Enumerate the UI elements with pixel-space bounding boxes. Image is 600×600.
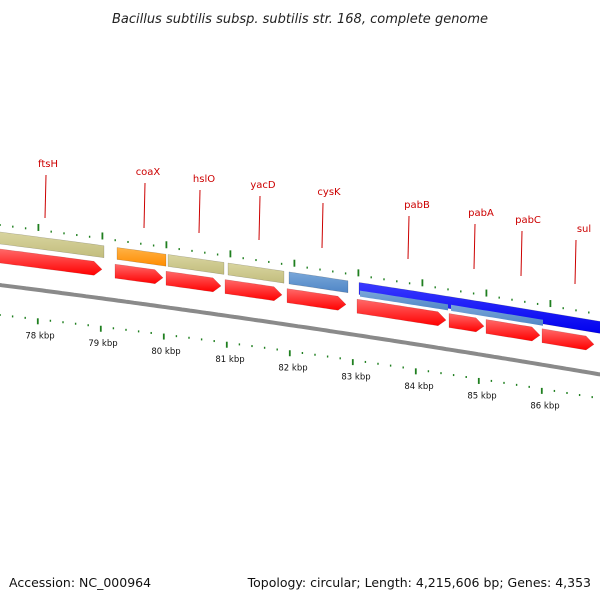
cds-arrow-2 xyxy=(165,270,222,293)
cds-track xyxy=(0,248,595,351)
genome-summary-text: Topology: circular; Length: 4,215,606 bp… xyxy=(247,575,591,590)
gene-leader-hslO xyxy=(198,189,201,234)
sub-feature-0 xyxy=(360,290,448,311)
feature-yacd xyxy=(227,262,285,284)
gene-label-pabC: pabC xyxy=(515,215,541,226)
backbone-arc xyxy=(0,282,600,377)
cds-arrow-8 xyxy=(541,328,595,351)
scale-label-1: 79 kbp xyxy=(88,339,117,349)
gene-leader-sul xyxy=(574,239,577,285)
feature-track-top xyxy=(0,231,600,334)
sub-feature-1 xyxy=(451,304,543,326)
cds-arrow-3 xyxy=(224,279,283,301)
cds-arrow-0 xyxy=(0,248,103,276)
gene-leader-pabC xyxy=(520,230,523,277)
gene-label-pabA: pabA xyxy=(468,208,494,219)
scale-label-7: 85 kbp xyxy=(467,391,496,401)
scale-tick-row xyxy=(0,314,593,399)
gene-label-pabB: pabB xyxy=(404,200,430,211)
scale-label-4: 82 kbp xyxy=(278,364,307,374)
top-tick-row xyxy=(0,223,590,314)
scale-label-0: 78 kbp xyxy=(25,332,54,342)
gene-label-ftsH: ftsH xyxy=(38,159,58,170)
gene-label-yacD: yacD xyxy=(250,180,276,191)
scale-label-3: 81 kbp xyxy=(215,355,244,365)
gene-leader-coaX xyxy=(143,182,146,229)
gene-label-coaX: coaX xyxy=(136,167,161,178)
feature-cysk xyxy=(288,271,349,294)
feature-ftsh xyxy=(0,231,105,258)
gene-label-hslO: hslO xyxy=(193,174,215,185)
feature-coax xyxy=(116,247,167,267)
gene-leader-pabA xyxy=(473,223,476,270)
genome-title: Bacillus subtilis subsp. subtilis str. 1… xyxy=(112,12,488,27)
scale-label-2: 80 kbp xyxy=(151,347,180,357)
gene-leader-pabB xyxy=(407,215,410,260)
cds-arrow-1 xyxy=(114,263,164,284)
gene-labels: ftsH coaX hslO yacD cysK pabB pabA pabC sul xyxy=(38,159,591,285)
gene-label-sul: sul xyxy=(577,224,591,235)
accession-text: Accession: NC_000964 xyxy=(9,575,151,590)
gene-leader-ftsH xyxy=(44,174,47,219)
scale-label-5: 83 kbp xyxy=(341,373,370,383)
scale-labels: 78 kbp 79 kbp 80 kbp 81 kbp 82 kbp 83 kbp 84 k… xyxy=(25,332,559,412)
scale-label-6: 84 kbp xyxy=(404,382,433,392)
cds-arrow-5 xyxy=(356,298,447,327)
gene-leader-cysK xyxy=(321,202,324,249)
cds-arrow-7 xyxy=(485,319,541,342)
cds-arrow-4 xyxy=(286,288,347,311)
gene-label-cysK: cysK xyxy=(317,187,341,198)
feature-hslo xyxy=(167,254,225,275)
scale-label-8: 86 kbp xyxy=(530,401,559,411)
cds-arrow-6 xyxy=(448,313,485,333)
gene-leader-yacD xyxy=(258,195,261,241)
